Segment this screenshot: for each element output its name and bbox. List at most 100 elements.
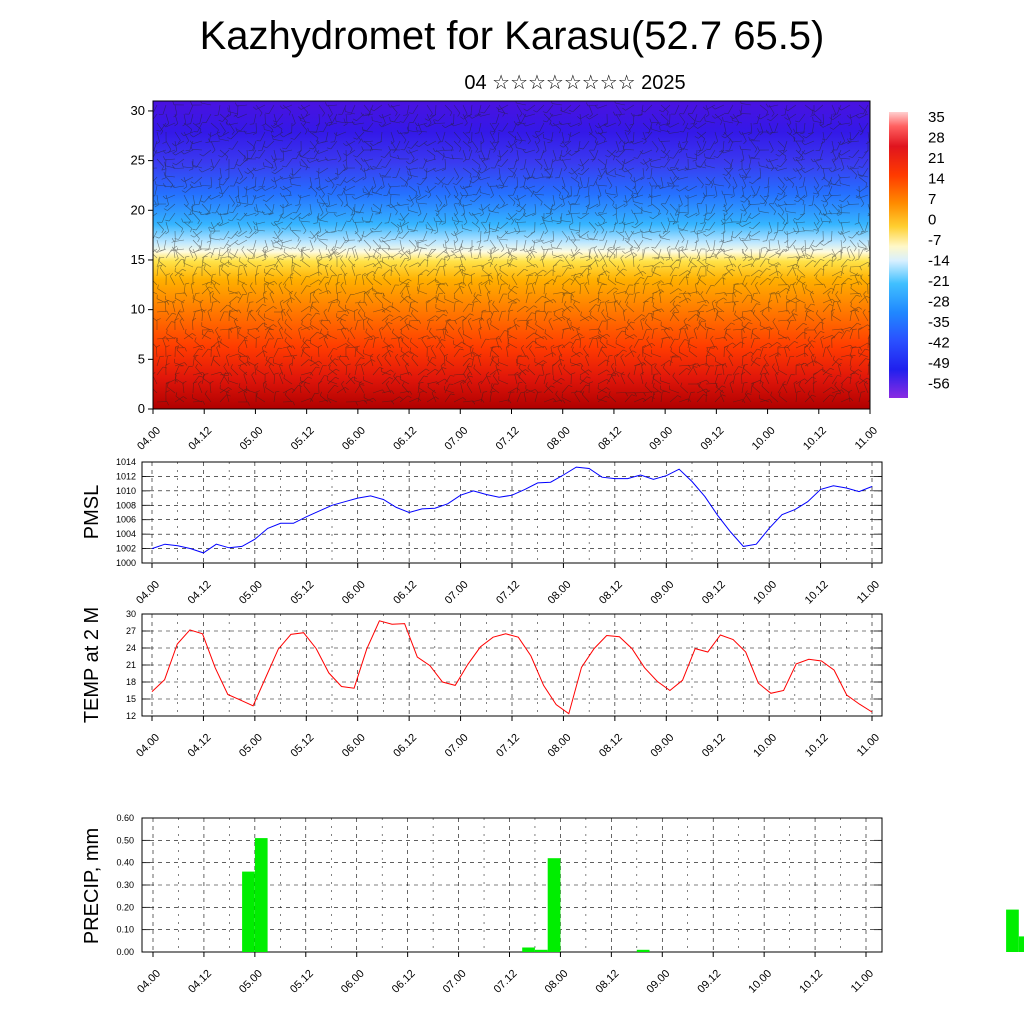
wind-barb bbox=[229, 315, 239, 322]
wind-barb bbox=[325, 131, 329, 142]
wind-barb bbox=[237, 185, 239, 197]
wind-barb-flag bbox=[369, 142, 374, 146]
wind-barb-flag bbox=[147, 183, 151, 184]
wind-barb-flag bbox=[328, 290, 332, 294]
wind-barb bbox=[385, 158, 392, 168]
wind-barb-flag bbox=[181, 258, 186, 261]
wind-barb-flag bbox=[199, 244, 202, 250]
wind-barb bbox=[398, 338, 401, 349]
wind-barb-flag bbox=[429, 327, 432, 332]
wind-barb bbox=[282, 203, 293, 209]
wind-barb bbox=[255, 122, 257, 134]
wind-barb-flag bbox=[289, 217, 294, 220]
wind-barb-flag bbox=[324, 276, 329, 278]
wind-barb-flag bbox=[304, 130, 308, 135]
wind-barb-flag bbox=[445, 282, 449, 287]
wind-barb bbox=[192, 164, 203, 169]
wind-barb-flag bbox=[402, 221, 406, 225]
wind-barb-flag bbox=[403, 114, 408, 116]
wind-barb-flag bbox=[273, 123, 277, 127]
wind-barb-flag bbox=[309, 147, 314, 150]
wind-barb bbox=[341, 221, 347, 232]
wind-barb bbox=[363, 288, 373, 295]
wind-barb-flag bbox=[378, 114, 383, 119]
wind-barb-flag bbox=[407, 395, 412, 399]
wind-barb-flag bbox=[379, 173, 382, 178]
wind-barb-flag bbox=[320, 328, 323, 333]
wind-barb-flag bbox=[298, 326, 302, 330]
wind-barb-flag bbox=[435, 315, 439, 319]
wind-barb-flag bbox=[389, 305, 394, 309]
wind-barb-flag bbox=[335, 368, 340, 372]
wind-barb bbox=[399, 390, 410, 394]
wind-barb-flag bbox=[195, 363, 198, 368]
wind-barb bbox=[390, 252, 400, 259]
wind-barb bbox=[340, 176, 347, 186]
wind-barb bbox=[192, 400, 204, 403]
wind-barb bbox=[255, 176, 257, 188]
wind-barb bbox=[426, 279, 436, 286]
wind-barb bbox=[193, 131, 203, 138]
wind-barb bbox=[300, 359, 309, 367]
wind-barb-flag bbox=[154, 204, 159, 208]
wind-barb bbox=[300, 376, 309, 385]
wind-barb bbox=[429, 331, 437, 340]
wind-barb-flag bbox=[423, 142, 428, 146]
wind-barb bbox=[356, 131, 365, 140]
wind-barb-flag bbox=[249, 310, 254, 312]
wind-barb bbox=[178, 230, 185, 240]
wind-barb bbox=[399, 239, 403, 250]
wind-barb-flag bbox=[322, 194, 325, 198]
wind-barb bbox=[368, 104, 374, 115]
wind-barb bbox=[192, 140, 203, 145]
wind-barb-flag bbox=[226, 156, 228, 161]
wind-barb bbox=[435, 104, 437, 116]
wind-barb bbox=[428, 239, 437, 247]
wind-barb bbox=[341, 104, 347, 115]
wind-barb-flag bbox=[302, 247, 304, 252]
wind-barb-flag bbox=[242, 293, 247, 295]
wind-barb-flag bbox=[370, 108, 375, 112]
wind-barb-flag bbox=[434, 231, 438, 235]
wind-barb bbox=[255, 274, 257, 286]
wind-barb bbox=[354, 320, 358, 331]
wind-barb bbox=[331, 249, 338, 259]
wind-barb bbox=[223, 230, 230, 240]
wind-barb bbox=[324, 266, 329, 277]
wind-barb bbox=[194, 358, 203, 367]
wind-barb-flag bbox=[393, 372, 396, 377]
wind-barb bbox=[390, 375, 398, 385]
wind-barb-flag bbox=[303, 230, 307, 234]
wind-barb-flag bbox=[272, 135, 274, 140]
wind-barb bbox=[408, 185, 418, 193]
wind-barb bbox=[292, 261, 302, 268]
wind-barb-flag bbox=[211, 329, 214, 334]
wind-barb bbox=[381, 322, 389, 331]
wind-barb bbox=[345, 194, 348, 205]
wind-barb bbox=[408, 130, 419, 133]
wind-barb bbox=[268, 366, 275, 376]
wind-barb-flag bbox=[246, 357, 249, 362]
wind-barb bbox=[309, 158, 320, 163]
wind-barb bbox=[406, 104, 410, 115]
wind-barb-flag bbox=[234, 114, 239, 119]
wind-barb bbox=[373, 279, 383, 286]
wind-barb bbox=[399, 131, 410, 134]
wind-barb-flag bbox=[188, 213, 193, 216]
wind-barb-flag bbox=[268, 213, 273, 215]
wind-barb-flag bbox=[227, 137, 232, 140]
wind-barb bbox=[278, 284, 284, 295]
wind-barb bbox=[426, 149, 436, 157]
wind-barb bbox=[404, 176, 410, 187]
wind-barb bbox=[228, 309, 239, 313]
wind-barb-flag bbox=[407, 295, 412, 299]
wind-barb bbox=[183, 131, 190, 141]
wind-barb-flag bbox=[208, 186, 212, 189]
wind-barb-flag bbox=[425, 254, 429, 257]
wind-barb bbox=[264, 166, 275, 169]
wind-barb-flag bbox=[219, 195, 223, 199]
wind-barb bbox=[233, 248, 239, 259]
wind-barb bbox=[240, 122, 248, 131]
wind-barb-flag bbox=[302, 246, 306, 249]
wind-barb bbox=[318, 185, 329, 191]
